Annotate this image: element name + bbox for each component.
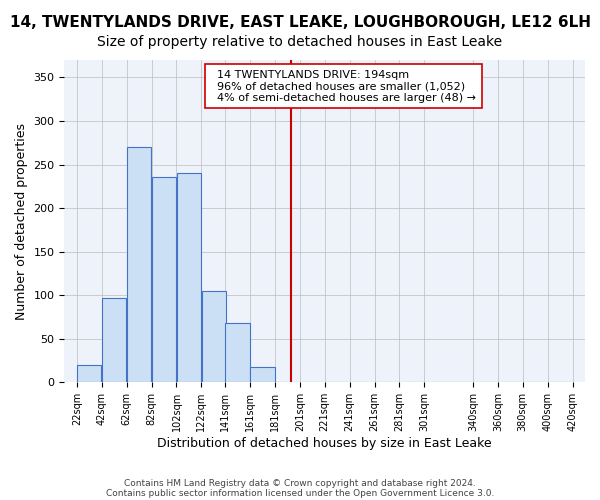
Bar [102,298,127,382]
X-axis label: Distribution of detached houses by size in East Leake: Distribution of detached houses by size … [157,437,492,450]
Bar [226,323,250,382]
Text: Contains HM Land Registry data © Crown copyright and database right 2024.: Contains HM Land Registry data © Crown c… [124,478,476,488]
Bar [250,366,275,382]
Bar [177,174,201,382]
Bar [127,147,151,382]
Text: Size of property relative to detached houses in East Leake: Size of property relative to detached ho… [97,35,503,49]
Text: Contains public sector information licensed under the Open Government Licence 3.: Contains public sector information licen… [106,488,494,498]
Text: 14, TWENTYLANDS DRIVE, EAST LEAKE, LOUGHBOROUGH, LE12 6LH: 14, TWENTYLANDS DRIVE, EAST LEAKE, LOUGH… [10,15,590,30]
Bar [77,365,101,382]
Bar [152,176,176,382]
Bar [202,291,226,382]
Text: 14 TWENTYLANDS DRIVE: 194sqm
  96% of detached houses are smaller (1,052)
  4% o: 14 TWENTYLANDS DRIVE: 194sqm 96% of deta… [210,70,476,103]
Y-axis label: Number of detached properties: Number of detached properties [15,122,28,320]
